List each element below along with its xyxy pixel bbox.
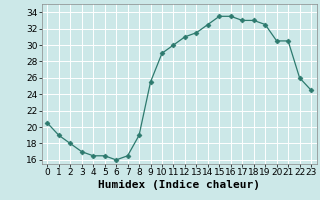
X-axis label: Humidex (Indice chaleur): Humidex (Indice chaleur)	[98, 180, 260, 190]
